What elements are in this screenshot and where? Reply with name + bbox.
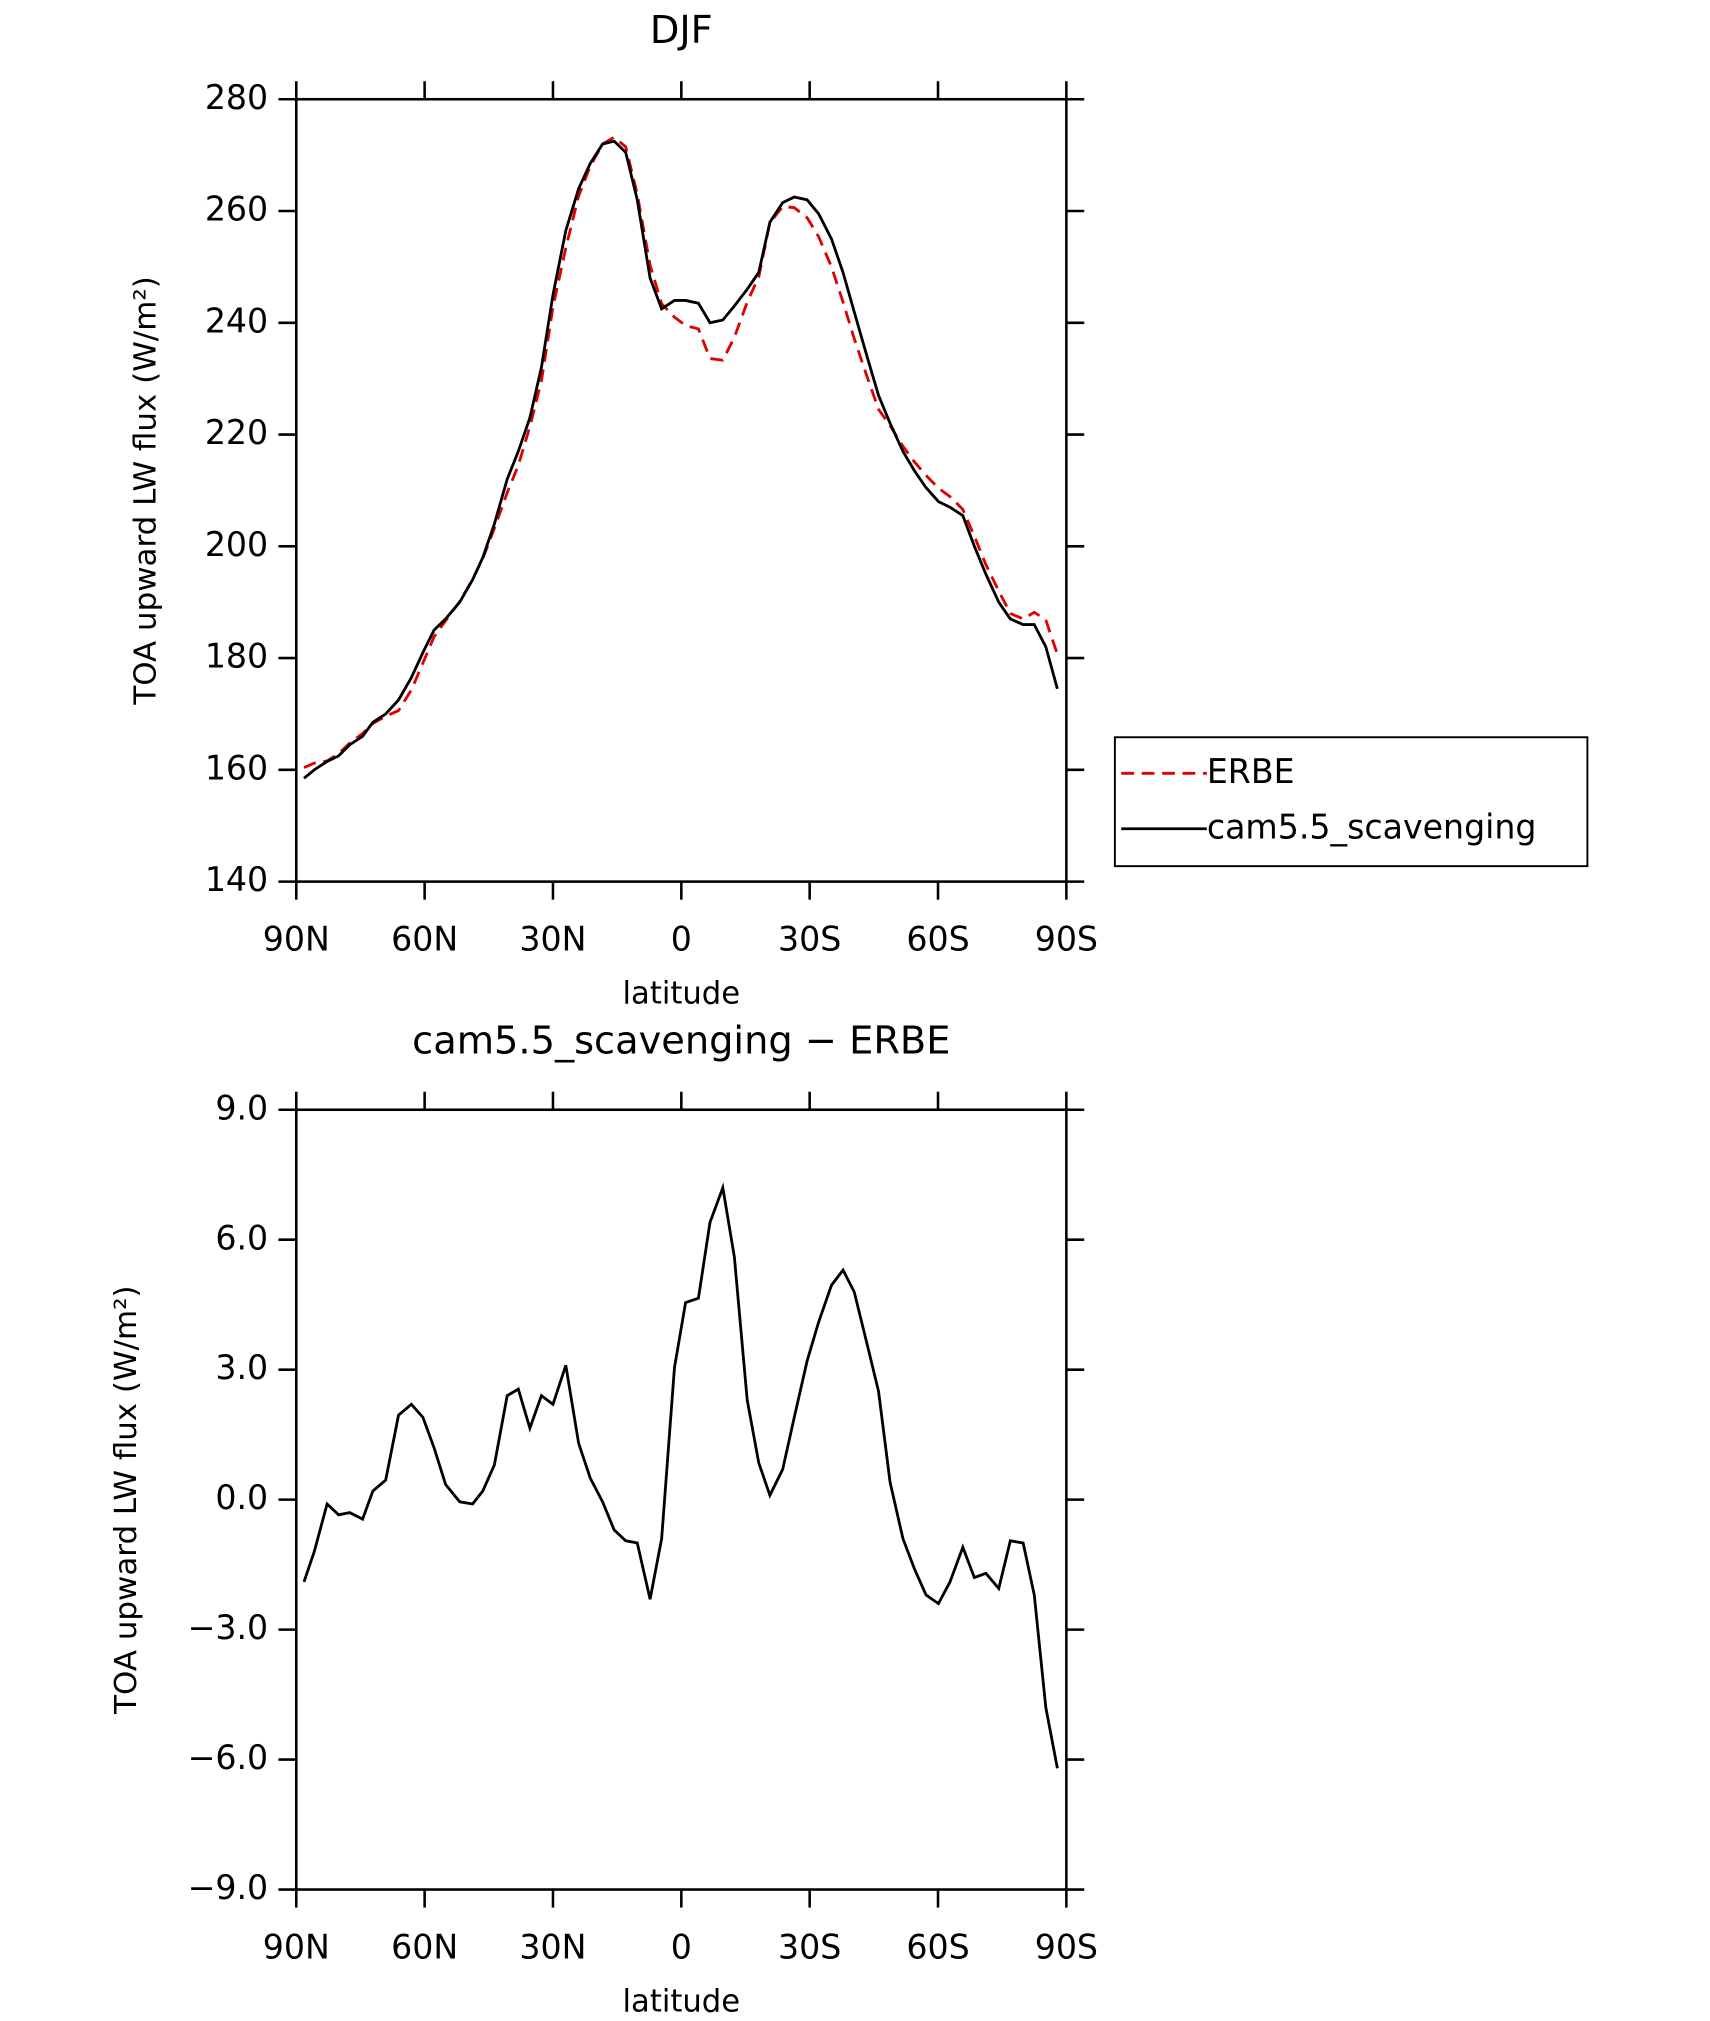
y-tick-label: −3.0 (188, 1608, 269, 1647)
x-tick-label: 0 (671, 1927, 692, 1966)
y-tick-label: 260 (205, 189, 268, 228)
y-axis-label: TOA upward LW flux (W/m²) (127, 276, 163, 705)
y-tick-label: 200 (205, 525, 268, 564)
plot-frame (295, 1108, 1068, 1891)
x-tick-label: 60N (391, 1927, 458, 1966)
y-tick-label: 220 (205, 413, 268, 452)
y-tick-label: −6.0 (188, 1738, 269, 1777)
y-tick-label: 240 (205, 301, 268, 340)
x-tick-label: 90S (1035, 919, 1098, 958)
legend-box (1113, 736, 1589, 868)
chart-title: cam5.5_scavenging − ERBE (412, 1018, 950, 1063)
chart-title: DJF (650, 8, 713, 53)
y-tick-label: 180 (205, 636, 268, 675)
x-tick-label: 90N (263, 1927, 330, 1966)
y-tick-label: 3.0 (215, 1348, 268, 1387)
x-tick-label: 0 (671, 919, 692, 958)
y-tick-label: 140 (205, 860, 268, 899)
line-series (303, 139, 1059, 780)
x-tick-label: 30S (778, 919, 841, 958)
x-tick-label: 30S (778, 1927, 841, 1966)
x-tick-label: 30N (519, 919, 586, 958)
y-tick-label: 280 (205, 78, 268, 117)
line-series (303, 135, 1059, 769)
line-series (302, 1182, 1059, 1769)
y-tick-label: 0.0 (215, 1478, 268, 1517)
x-tick-label: 90S (1035, 1927, 1098, 1966)
y-tick-label: −9.0 (188, 1868, 269, 1907)
legend-label: ERBE (1207, 752, 1295, 791)
x-tick-label: 90N (263, 919, 330, 958)
x-axis-label: latitude (623, 975, 741, 1011)
x-tick-label: 60S (906, 919, 969, 958)
x-axis-label: latitude (623, 1983, 741, 2019)
y-tick-label: 6.0 (215, 1218, 268, 1257)
x-tick-label: 30N (519, 1927, 586, 1966)
y-tick-label: 9.0 (215, 1088, 268, 1127)
x-tick-label: 60S (906, 1927, 969, 1966)
plot-frame (295, 97, 1068, 883)
legend-label: cam5.5_scavenging (1207, 807, 1537, 846)
y-axis-label: TOA upward LW flux (W/m²) (108, 1285, 144, 1714)
y-tick-label: 160 (205, 748, 268, 787)
x-tick-label: 60N (391, 919, 458, 958)
